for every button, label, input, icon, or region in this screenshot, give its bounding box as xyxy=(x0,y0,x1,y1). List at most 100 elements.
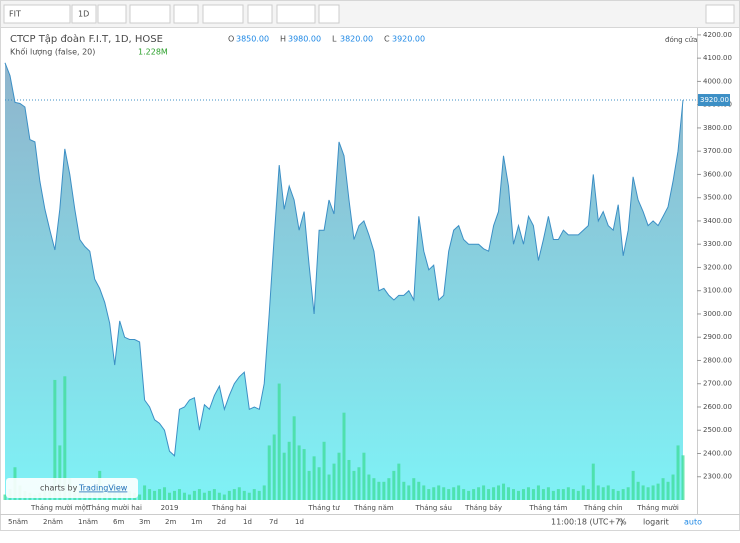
volume-bar xyxy=(252,489,256,500)
volume-bar xyxy=(452,487,456,500)
volume-bar xyxy=(138,494,142,500)
volume-bar xyxy=(58,445,62,500)
x-tick-label: Tháng hai xyxy=(211,504,247,512)
last-price-label: 3920.00 xyxy=(700,96,729,104)
interval: 1D xyxy=(78,10,89,19)
snapshot-button[interactable] xyxy=(705,4,735,24)
auto-toggle[interactable]: auto xyxy=(684,518,702,527)
volume-bar xyxy=(502,483,506,500)
volume-bar xyxy=(497,485,501,500)
volume-bar xyxy=(636,481,640,500)
range-button[interactable]: 2năm xyxy=(43,518,63,526)
range-button[interactable]: 6m xyxy=(113,518,124,526)
volume-bar xyxy=(227,490,231,500)
ohlc-key: H xyxy=(280,35,286,44)
y-tick-label: 3800.00 xyxy=(703,124,732,132)
volume-bar xyxy=(591,463,595,500)
volume-bar xyxy=(681,455,685,500)
volume-bar xyxy=(177,489,181,500)
volume-bar xyxy=(437,485,441,500)
y-tick-label: 2900.00 xyxy=(703,333,732,341)
undo-redo[interactable] xyxy=(276,4,316,24)
volume-bar xyxy=(666,481,670,500)
volume-bar xyxy=(427,489,431,500)
volume-bar xyxy=(646,487,650,500)
y-tick-label: 3400.00 xyxy=(703,217,732,225)
volume-bar xyxy=(222,494,226,500)
indicators-button[interactable] xyxy=(202,4,244,24)
range-button[interactable]: 2m xyxy=(165,518,176,526)
menu-button[interactable] xyxy=(97,4,127,24)
volume-bar xyxy=(512,489,515,500)
watermark-box[interactable] xyxy=(6,478,138,498)
y-tick-label: 2500.00 xyxy=(703,426,732,434)
range-button[interactable]: 5năm xyxy=(8,518,28,526)
y-tick-label: 3100.00 xyxy=(703,287,732,295)
interval-box[interactable] xyxy=(71,4,97,24)
fullscreen-button[interactable] xyxy=(318,4,340,24)
volume-bar xyxy=(297,445,301,500)
volume-bar xyxy=(601,487,605,500)
volume-bar xyxy=(267,445,271,500)
volume-bar xyxy=(357,467,361,500)
y-tick-label: 3200.00 xyxy=(703,263,732,271)
volume-bar xyxy=(207,490,211,500)
volume-bar xyxy=(153,490,157,500)
volume-bar xyxy=(651,485,655,500)
volume-bar xyxy=(407,485,411,500)
range-button[interactable]: 1năm xyxy=(78,518,98,526)
volume-bar xyxy=(561,489,565,500)
volume-bar xyxy=(546,487,550,500)
volume-bar xyxy=(516,490,520,500)
range-button[interactable]: 1m xyxy=(191,518,202,526)
volume-bar xyxy=(202,492,206,500)
volume-bar xyxy=(262,485,266,500)
volume-bar xyxy=(182,492,186,500)
volume-bar xyxy=(447,489,451,500)
x-tick-label: Tháng mười xyxy=(636,504,679,512)
volume-bar xyxy=(531,489,535,500)
x-tick-label: Tháng tư xyxy=(307,504,340,512)
last-price-box xyxy=(698,94,730,107)
volume-bar xyxy=(382,481,386,500)
volume-bar xyxy=(212,489,216,500)
volume-bar xyxy=(63,376,67,500)
x-tick-label: 2019 xyxy=(161,504,179,512)
volume-bar xyxy=(641,485,645,500)
y-tick-label: 2600.00 xyxy=(703,403,732,411)
log-toggle[interactable]: logarit xyxy=(643,518,669,527)
compare-button[interactable] xyxy=(247,4,273,24)
volume-bar xyxy=(387,478,391,500)
range-button[interactable]: 3m xyxy=(139,518,150,526)
volume-bar xyxy=(217,492,221,500)
y-tick-label: 4000.00 xyxy=(703,77,732,85)
range-button[interactable]: 2d xyxy=(217,518,226,526)
y-tick-label: 4100.00 xyxy=(703,54,732,62)
price-line xyxy=(4,62,684,457)
volume-bar xyxy=(317,467,321,500)
volume-bar xyxy=(566,487,570,500)
range-button[interactable]: 7d xyxy=(269,518,278,526)
percent-toggle[interactable]: % xyxy=(619,518,627,527)
volume-bar xyxy=(287,441,291,500)
volume-bar xyxy=(442,487,446,500)
settings-button[interactable] xyxy=(173,4,199,24)
volume-bar xyxy=(606,485,610,500)
chart-style-button[interactable] xyxy=(129,4,171,24)
volume-bar xyxy=(277,383,281,500)
symbol-box[interactable] xyxy=(3,4,71,24)
volume-bar xyxy=(168,492,172,500)
volume-bar xyxy=(292,416,296,500)
volume-bar xyxy=(397,463,401,500)
volume-bar xyxy=(417,481,421,500)
volume-title: Khối lượng (false, 20) xyxy=(10,47,95,57)
volume-bar xyxy=(621,489,625,500)
x-tick-label: Tháng mười một xyxy=(30,504,89,512)
symbol: FIT xyxy=(9,10,21,19)
clock: 11:00:18 (UTC+7) xyxy=(551,518,623,527)
volume-bar xyxy=(576,490,580,500)
x-tick-label: Tháng năm xyxy=(353,504,394,512)
range-button[interactable]: 1d xyxy=(295,518,304,526)
volume-bar xyxy=(541,489,545,500)
range-button[interactable]: 1d xyxy=(243,518,252,526)
